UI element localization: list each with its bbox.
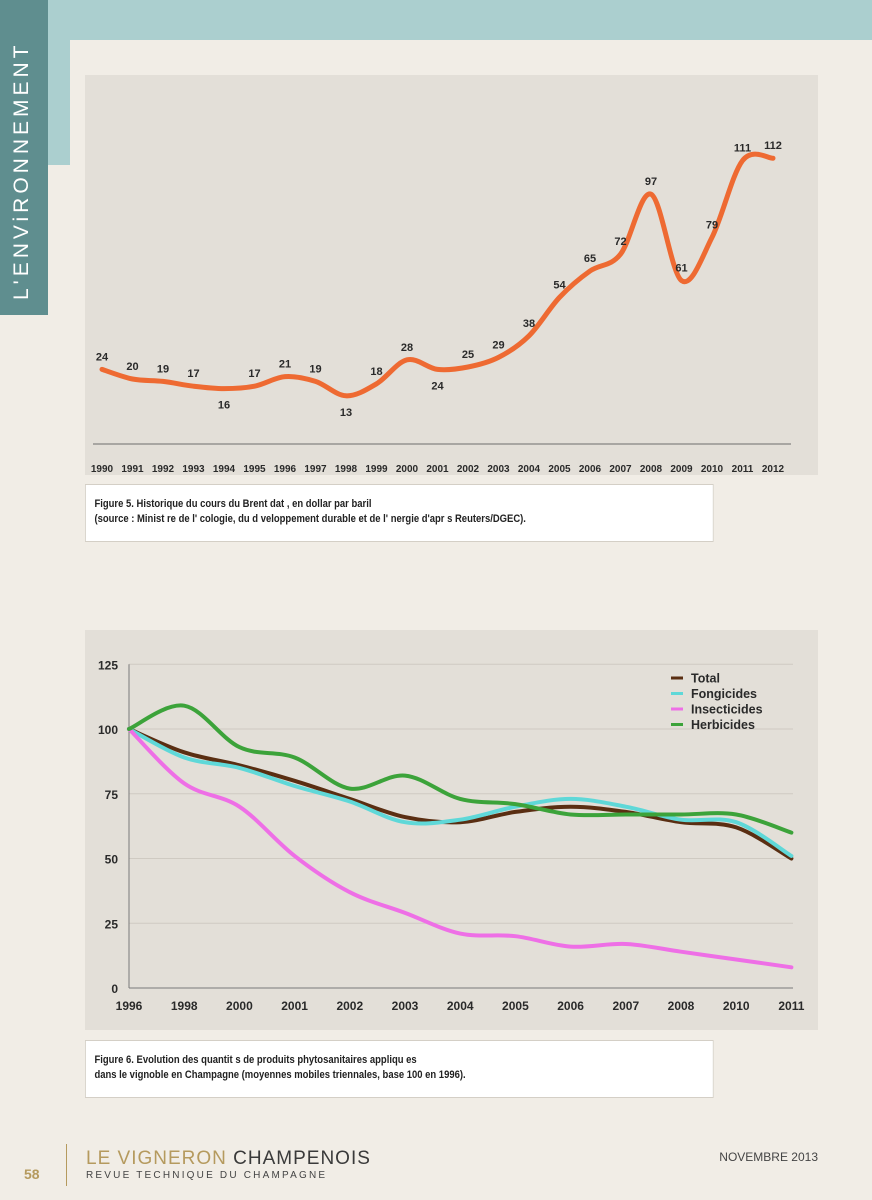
data-label: 17: [248, 368, 260, 380]
magazine-title-part1: LE VIGNERON: [86, 1148, 234, 1169]
x-tick-label: 1999: [365, 464, 388, 475]
x-tick-label: 2008: [640, 464, 663, 475]
y-tick-label: 50: [105, 853, 119, 867]
figure-6-caption-line1: Figure 6. Evolution des quantit s de pro…: [94, 1054, 417, 1066]
data-label: 65: [584, 253, 596, 265]
legend-label: Fongicides: [691, 687, 757, 701]
brent-price-chart: 24 20 19 17 16 17 21 19 13 18 28 24 25 29 38 54 65 72 97 61…: [85, 75, 818, 475]
figure-5-caption-line1: Figure 5. Historique du cours du Brent d…: [94, 498, 372, 510]
x-tick-label: 1998: [171, 999, 198, 1013]
x-tick-label: 2005: [548, 464, 571, 475]
x-tick-label: 1993: [182, 464, 205, 475]
x-tick-label: 2003: [392, 999, 419, 1013]
series-line-insecticides: [127, 727, 794, 970]
series-line-total: [127, 727, 794, 861]
series-line-herbicides: [127, 703, 794, 835]
data-label: 79: [706, 219, 718, 231]
x-tick-label: 1992: [152, 464, 175, 475]
y-tick-label: 100: [98, 723, 118, 737]
x-tick-label: 2005: [502, 999, 529, 1013]
figure-5-caption: Figure 5. Historique du cours du Brent d…: [85, 484, 714, 542]
x-tick-label: 2012: [762, 464, 785, 475]
data-label: 13: [340, 407, 352, 419]
x-tick-label: 2007: [609, 464, 632, 475]
x-tick-label: 1998: [335, 464, 358, 475]
x-tick-label: 2011: [732, 464, 754, 475]
x-tick-label: 2009: [670, 464, 693, 475]
phyto-products-chart: 0 25 50 75 100 125 1996 1998 2000 2001 2002 2003 200…: [85, 630, 818, 1030]
footer-divider: [66, 1144, 67, 1186]
data-label: 29: [492, 339, 504, 351]
figure-6-caption-line2: dans le vignoble en Champagne (moyennes …: [94, 1069, 466, 1081]
data-label: 16: [218, 400, 230, 412]
x-tick-label: 1994: [213, 464, 236, 475]
x-tick-label: 1991: [121, 464, 144, 475]
x-tick-label: 2006: [579, 464, 602, 475]
x-tick-label: 1996: [116, 999, 143, 1013]
figure-5-caption-line2: (source : Minist re de l' cologie, du d …: [94, 513, 526, 525]
x-tick-label: 2001: [426, 464, 449, 475]
side-tab-accent: [48, 0, 70, 165]
x-tick-label: 2000: [226, 999, 253, 1013]
x-tick-label: 2002: [336, 999, 363, 1013]
legend-label: Insecticides: [691, 703, 763, 717]
data-label: 25: [462, 349, 474, 361]
x-tick-label: 2010: [701, 464, 724, 475]
x-tick-label: 2008: [668, 999, 695, 1013]
magazine-title-part2: CHAMPENOIS: [233, 1148, 371, 1169]
data-label: 24: [96, 351, 109, 363]
data-label: 72: [614, 236, 626, 248]
data-label: 111: [734, 143, 751, 155]
magazine-subtitle: REVUE TECHNIQUE DU CHAMPAGNE: [86, 1170, 328, 1181]
data-label: 19: [309, 363, 321, 375]
x-tick-label: 2003: [487, 464, 510, 475]
data-label: 97: [645, 176, 657, 188]
data-label: 38: [523, 318, 535, 330]
data-label: 19: [157, 363, 169, 375]
issue-date: NOVEMBRE 2013: [719, 1150, 818, 1164]
x-tick-label: 1990: [91, 464, 114, 475]
x-tick-label: 1996: [274, 464, 297, 475]
data-label: 17: [187, 368, 199, 380]
data-label: 21: [279, 359, 291, 371]
x-tick-label: 2006: [557, 999, 584, 1013]
x-tick-label: 1995: [243, 464, 266, 475]
data-label: 18: [370, 366, 382, 378]
data-label: 24: [431, 380, 444, 392]
x-tick-label: 2004: [518, 464, 541, 475]
data-label: 61: [675, 263, 687, 275]
phyto-products-svg: 0 25 50 75 100 125 1996 1998 2000 2001 2002 2003 200…: [98, 658, 805, 1013]
legend-label: Total: [691, 672, 720, 686]
x-tick-label: 2011: [778, 999, 804, 1013]
y-tick-label: 0: [111, 982, 118, 996]
legend-label: Herbicides: [691, 718, 755, 732]
series-line-fongicides: [127, 727, 794, 858]
x-tick-label: 2007: [612, 999, 639, 1013]
footer: [0, 1134, 872, 1200]
y-tick-label: 125: [98, 658, 118, 672]
header-band: [70, 0, 872, 40]
y-tick-label: 25: [105, 917, 119, 931]
y-tick-label: 75: [105, 788, 119, 802]
figure-6-caption: Figure 6. Evolution des quantit s de pro…: [85, 1040, 714, 1098]
magazine-title: LE VIGNERON CHAMPENOIS: [86, 1148, 371, 1170]
brent-price-line: [99, 151, 776, 399]
x-tick-label: 1997: [304, 464, 327, 475]
x-tick-label: 2004: [447, 999, 474, 1013]
section-label: L'ENViRONNEMENT: [10, 41, 33, 301]
data-label: 20: [126, 361, 138, 373]
x-tick-label: 2010: [723, 999, 750, 1013]
x-tick-label: 2001: [281, 999, 308, 1013]
data-label: 28: [401, 342, 413, 354]
data-label: 112: [764, 140, 782, 152]
x-tick-label: 2002: [457, 464, 480, 475]
page-number: 58: [24, 1166, 40, 1182]
section-tab: L'ENViRONNEMENT: [0, 0, 48, 315]
x-tick-label: 2000: [396, 464, 419, 475]
data-label: 54: [553, 279, 566, 291]
brent-price-svg: 24 20 19 17 16 17 21 19 13 18 28 24 25 29 38 54 65 72 97 61…: [91, 140, 791, 475]
